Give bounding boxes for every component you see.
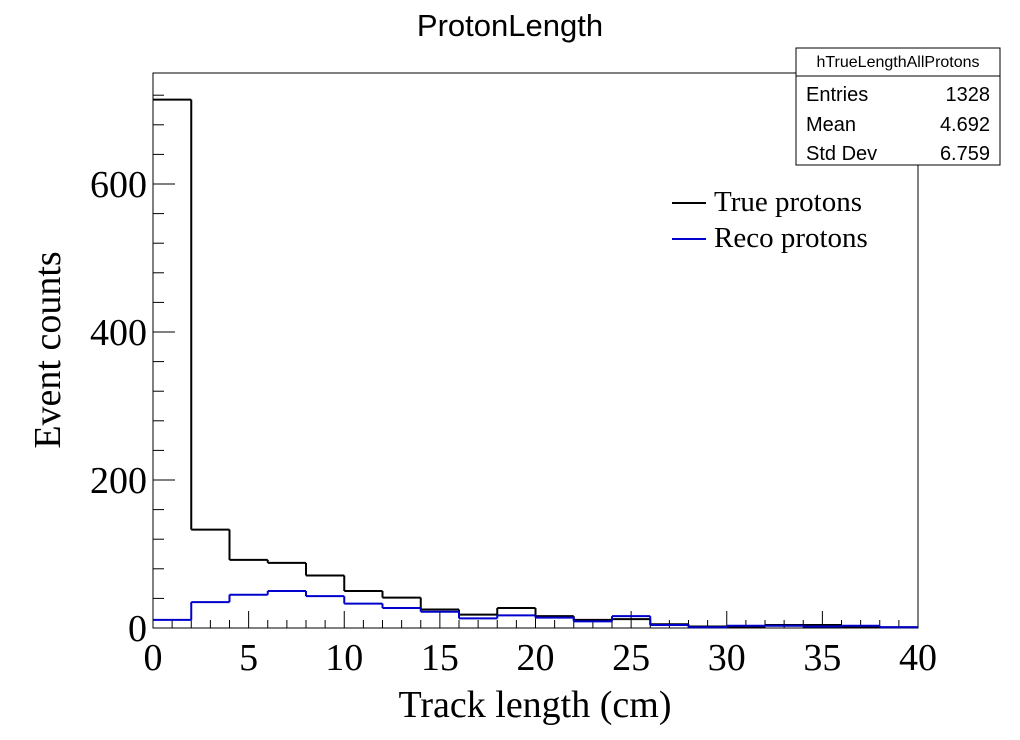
stats-box-title: hTrueLengthAllProtons — [816, 54, 979, 71]
x-tick-label: 0 — [144, 637, 163, 679]
x-axis-label: Track length (cm) — [399, 684, 672, 726]
legend: True protons Reco protons — [672, 186, 868, 254]
y-tick-label: 400 — [90, 312, 147, 354]
legend-label-true: True protons — [714, 186, 862, 218]
stats-label-stddev: Std Dev — [806, 143, 877, 165]
x-tick-label: 10 — [325, 637, 363, 679]
y-tick-label: 0 — [128, 608, 147, 650]
y-axis-ticks: 0 200 400 600 — [90, 94, 175, 650]
series-layer — [153, 98, 918, 629]
legend-label-reco: Reco protons — [714, 222, 868, 254]
x-tick-label: 20 — [517, 637, 555, 679]
x-tick-label: 5 — [239, 637, 258, 679]
series-1 — [153, 590, 918, 629]
stats-label-mean: Mean — [806, 114, 856, 136]
stats-value-stddev: 6.759 — [940, 143, 990, 165]
x-tick-label: 30 — [708, 637, 746, 679]
y-tick-label: 200 — [90, 460, 147, 502]
stats-value-entries: 1328 — [946, 84, 991, 106]
x-tick-label: 40 — [899, 637, 937, 679]
y-tick-label: 600 — [90, 164, 147, 206]
chart-title: ProtonLength — [417, 8, 603, 43]
x-axis-ticks: 0 5 10 15 20 25 30 35 40 — [144, 611, 937, 679]
stats-label-entries: Entries — [806, 84, 868, 106]
y-axis-label: Event counts — [27, 251, 69, 448]
stats-box-frame — [795, 47, 1001, 166]
x-tick-label: 15 — [421, 637, 459, 679]
x-tick-label: 25 — [612, 637, 650, 679]
stats-box: hTrueLengthAllProtons Entries 1328 Mean … — [795, 47, 1001, 166]
x-tick-label: 35 — [803, 637, 841, 679]
series-0 — [153, 98, 918, 629]
stats-value-mean: 4.692 — [940, 114, 990, 136]
